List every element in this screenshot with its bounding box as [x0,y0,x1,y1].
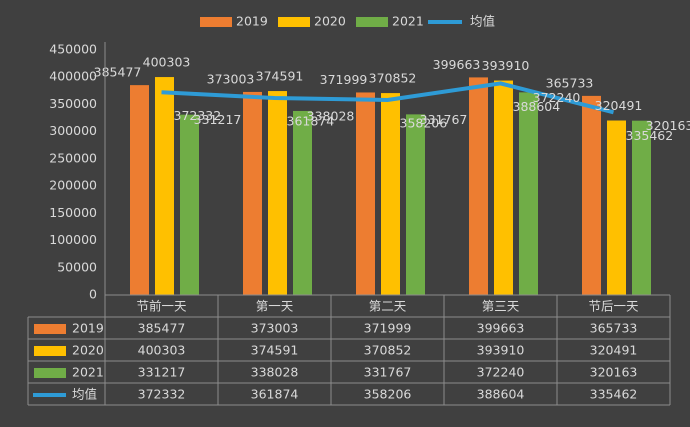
data-label: 338028 [307,108,355,123]
table-cell: 393910 [477,343,525,358]
table-cell: 385477 [138,321,186,336]
data-label: 373003 [207,71,255,86]
bar [268,91,287,296]
table-row-label: 2020 [72,343,104,358]
y-tick-label: 450000 [49,42,97,57]
data-label: 371999 [320,72,368,87]
table-header: 第三天 [482,299,520,314]
data-label: 393910 [482,58,530,73]
data-label: 361874 [287,113,335,128]
data-label: 370852 [369,71,417,86]
table-cell: 373003 [251,321,299,336]
table-cell: 372332 [138,387,186,402]
table-row-label: 均值 [72,387,97,402]
y-tick-label: 350000 [49,96,97,111]
table-cell: 372240 [477,365,525,380]
table-header: 第一天 [256,299,294,314]
legend-label: 2020 [314,14,346,29]
legend-key [34,346,66,356]
table-cell: 320491 [590,343,638,358]
legend-key [200,17,232,27]
data-label: 400303 [143,55,191,70]
bar [243,91,262,295]
data-label: 399663 [433,57,481,72]
y-tick-label: 0 [89,287,97,302]
bar [582,95,601,296]
legend-label: 2021 [392,14,424,29]
legend-key [34,368,66,378]
bar [632,120,651,296]
data-label: 388604 [513,99,561,114]
table-cell: 335462 [590,387,638,402]
y-tick-label: 150000 [49,205,97,220]
table-cell: 399663 [477,321,525,336]
table-header: 第二天 [369,299,407,314]
legend-key [356,17,388,27]
table-cell: 400303 [138,343,186,358]
average-line [161,81,614,115]
table-row-label: 2019 [72,321,104,336]
y-tick-label: 250000 [49,150,97,165]
legend-label: 2019 [236,14,268,29]
table-header: 节后一天 [588,299,639,314]
y-tick-label: 400000 [49,69,97,84]
y-tick-label: 300000 [49,123,97,138]
bar [155,77,174,296]
data-label: 358206 [400,115,448,130]
data-label: 320491 [595,98,643,113]
y-tick-label: 100000 [49,232,97,247]
bar [494,80,513,295]
bar [293,110,312,296]
data-label: 335462 [626,128,674,143]
legend-key [34,324,66,334]
table-cell: 331217 [138,365,186,380]
bar [406,114,425,295]
y-tick-label: 200000 [49,178,97,193]
data-label: 372240 [533,90,581,105]
data-label: 372332 [174,108,222,123]
table-cell: 371999 [364,321,412,336]
bar [607,120,626,295]
data-label: 320163 [646,118,690,133]
table-cell: 365733 [590,321,638,336]
data-label: 331767 [420,112,468,127]
table-cell: 320163 [590,365,638,380]
bar [130,85,149,296]
table-cell: 370852 [364,343,412,358]
bar [381,93,400,295]
data-label: 385477 [94,65,142,80]
table-header: 节前一天 [136,299,187,314]
legend-key [278,17,310,27]
table-row-label: 2021 [72,365,104,380]
y-tick-label: 50000 [57,259,97,274]
table-cell: 338028 [251,365,299,380]
table-cell: 361874 [251,387,299,402]
data-label: 331217 [194,112,242,127]
table-cell: 374591 [251,343,299,358]
bar [469,77,488,295]
table-cell: 388604 [477,387,525,402]
bar [180,114,199,295]
bar [519,92,538,295]
table-cell: 331767 [364,365,412,380]
data-label: 374591 [256,69,304,84]
table-cell: 358206 [364,387,412,402]
bar [356,92,375,295]
legend-label: 均值 [470,14,495,29]
data-label: 365733 [546,75,594,90]
